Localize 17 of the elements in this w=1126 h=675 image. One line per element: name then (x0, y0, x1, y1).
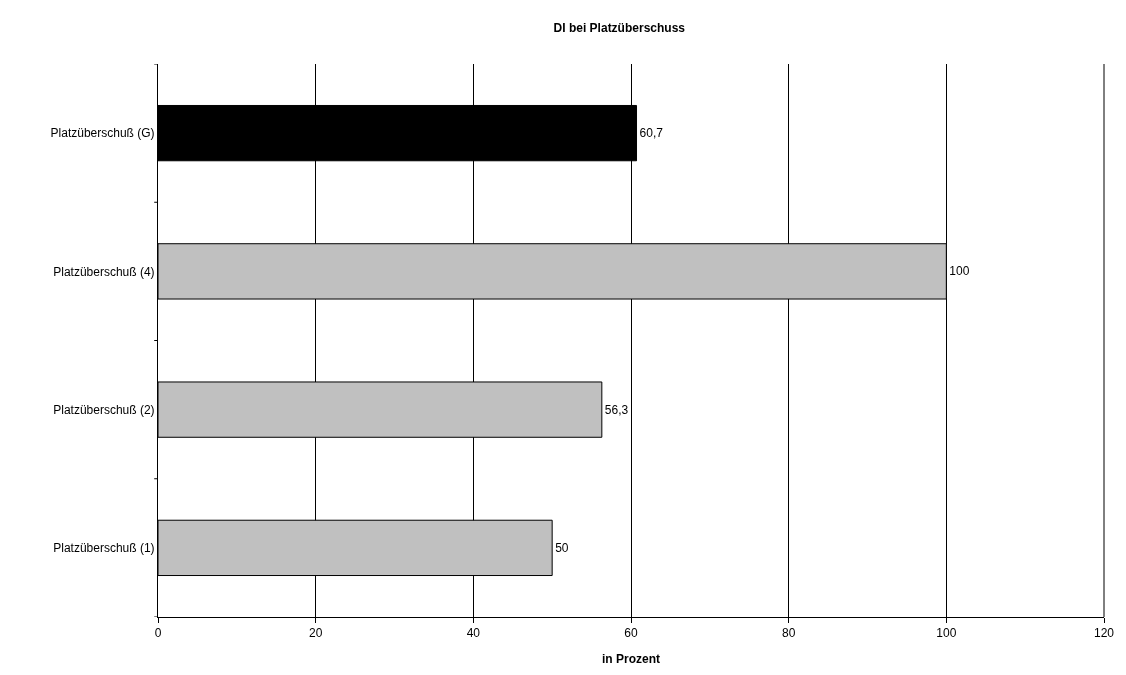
y-tick-label: Platzüberschuß (G) (50, 126, 155, 141)
data-label: 60,7 (639, 126, 664, 141)
y-tick-label: Platzüberschuß (2) (53, 402, 155, 417)
data-label: 56,3 (604, 402, 629, 417)
x-tick-label: 0 (154, 626, 162, 641)
x-tick-label: 80 (781, 626, 796, 641)
x-tick-label: 120 (1093, 626, 1115, 641)
x-tick-label: 20 (308, 626, 323, 641)
y-tick-label: Platzüberschuß (4) (53, 264, 155, 279)
y-tick-label: Platzüberschuß (1) (53, 541, 155, 556)
x-tick-label: 60 (624, 626, 638, 641)
data-label: 50 (555, 540, 569, 555)
x-axis-title: in Prozent (601, 652, 661, 666)
data-label: 100 (949, 264, 970, 279)
x-tick-label: 40 (466, 626, 481, 641)
chart-title: DI bei Platzüberschuss (553, 21, 686, 36)
x-tick-label: 100 (936, 626, 957, 641)
